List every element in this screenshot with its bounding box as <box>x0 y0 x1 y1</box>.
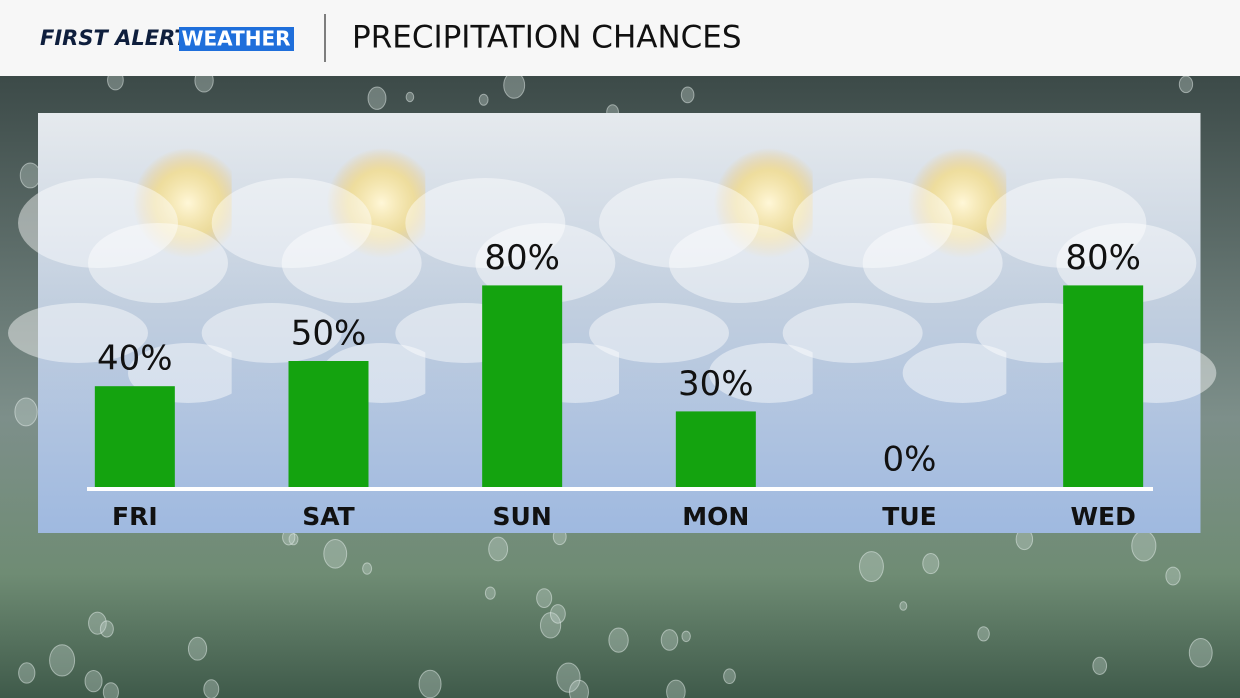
raindrop <box>488 536 509 562</box>
raindrop <box>568 679 589 698</box>
cloud <box>201 303 342 363</box>
plot-panel <box>8 113 1217 533</box>
raindrop <box>323 538 348 569</box>
value-label: 80% <box>1065 238 1141 278</box>
sun-glow <box>714 148 824 258</box>
chart-title: PRECIPITATION CHANCES <box>352 20 742 56</box>
raindrop <box>288 533 299 546</box>
raindrop <box>18 662 36 684</box>
raindrop <box>899 601 908 611</box>
raindrop <box>88 611 107 635</box>
raindrop <box>1131 530 1157 562</box>
raindrop <box>608 627 629 653</box>
raindrop <box>549 604 566 624</box>
x-tick-label: SUN <box>493 502 552 531</box>
bar <box>482 285 563 487</box>
cloud <box>8 303 148 363</box>
raindrop <box>680 86 695 104</box>
cloud <box>669 223 809 303</box>
raindrop <box>418 669 442 698</box>
raindrops <box>14 68 1213 698</box>
raindrop <box>556 662 581 693</box>
raindrop <box>405 91 415 103</box>
raindrop <box>49 644 76 677</box>
cloud <box>986 178 1147 268</box>
raindrop <box>478 93 489 106</box>
cloud <box>792 178 953 268</box>
raindrop <box>367 86 387 110</box>
raindrop <box>666 679 686 698</box>
cloud <box>599 178 759 268</box>
sun-glow <box>326 148 437 258</box>
raindrop <box>1165 566 1181 586</box>
cloud <box>589 303 729 363</box>
cloud <box>281 223 422 303</box>
sun-glow <box>133 148 243 258</box>
raindrop <box>723 668 736 685</box>
raindrop <box>681 630 691 643</box>
cloud <box>709 343 829 403</box>
bar <box>94 386 175 487</box>
cloud <box>405 178 566 268</box>
raindrop <box>99 620 114 638</box>
x-tick-label: SAT <box>302 502 354 531</box>
bar <box>288 361 369 487</box>
raindrop <box>19 162 41 189</box>
raindrop <box>14 397 38 427</box>
cloud <box>475 223 616 303</box>
value-label: 40% <box>97 339 173 379</box>
raindrop <box>660 629 679 651</box>
sun-glow <box>907 148 1018 258</box>
cloud <box>18 178 178 268</box>
cloud <box>782 303 923 363</box>
x-tick-label: TUE <box>882 502 936 531</box>
raindrop <box>102 682 119 698</box>
raindrop <box>922 553 940 575</box>
value-label: 0% <box>883 440 937 480</box>
brand-highlight-box <box>179 27 294 51</box>
raindrop <box>1178 75 1194 94</box>
value-label: 80% <box>484 238 560 278</box>
cloud <box>862 223 1003 303</box>
raindrop <box>1092 656 1108 675</box>
x-tick-label: MON <box>682 502 749 531</box>
brand-highlight: WEATHER <box>181 27 290 51</box>
value-label: 50% <box>291 314 367 354</box>
raindrop <box>977 626 990 642</box>
raindrop <box>1188 637 1213 668</box>
x-tick-label: WED <box>1070 502 1135 531</box>
value-label: 30% <box>678 364 754 404</box>
raindrop <box>203 679 220 698</box>
bar <box>675 411 756 487</box>
cloud <box>902 343 1023 403</box>
bar <box>1063 285 1144 487</box>
raindrop <box>187 636 208 661</box>
raindrop <box>84 669 103 693</box>
raindrop <box>362 562 373 575</box>
cloud <box>88 223 228 303</box>
cloud <box>1056 223 1197 303</box>
raindrop <box>536 588 553 609</box>
cloud <box>211 178 372 268</box>
x-tick-label: FRI <box>112 502 158 531</box>
raindrop <box>858 551 884 583</box>
raindrop <box>503 71 526 99</box>
brand: FIRST ALERT <box>40 26 190 50</box>
raindrop <box>484 586 496 600</box>
